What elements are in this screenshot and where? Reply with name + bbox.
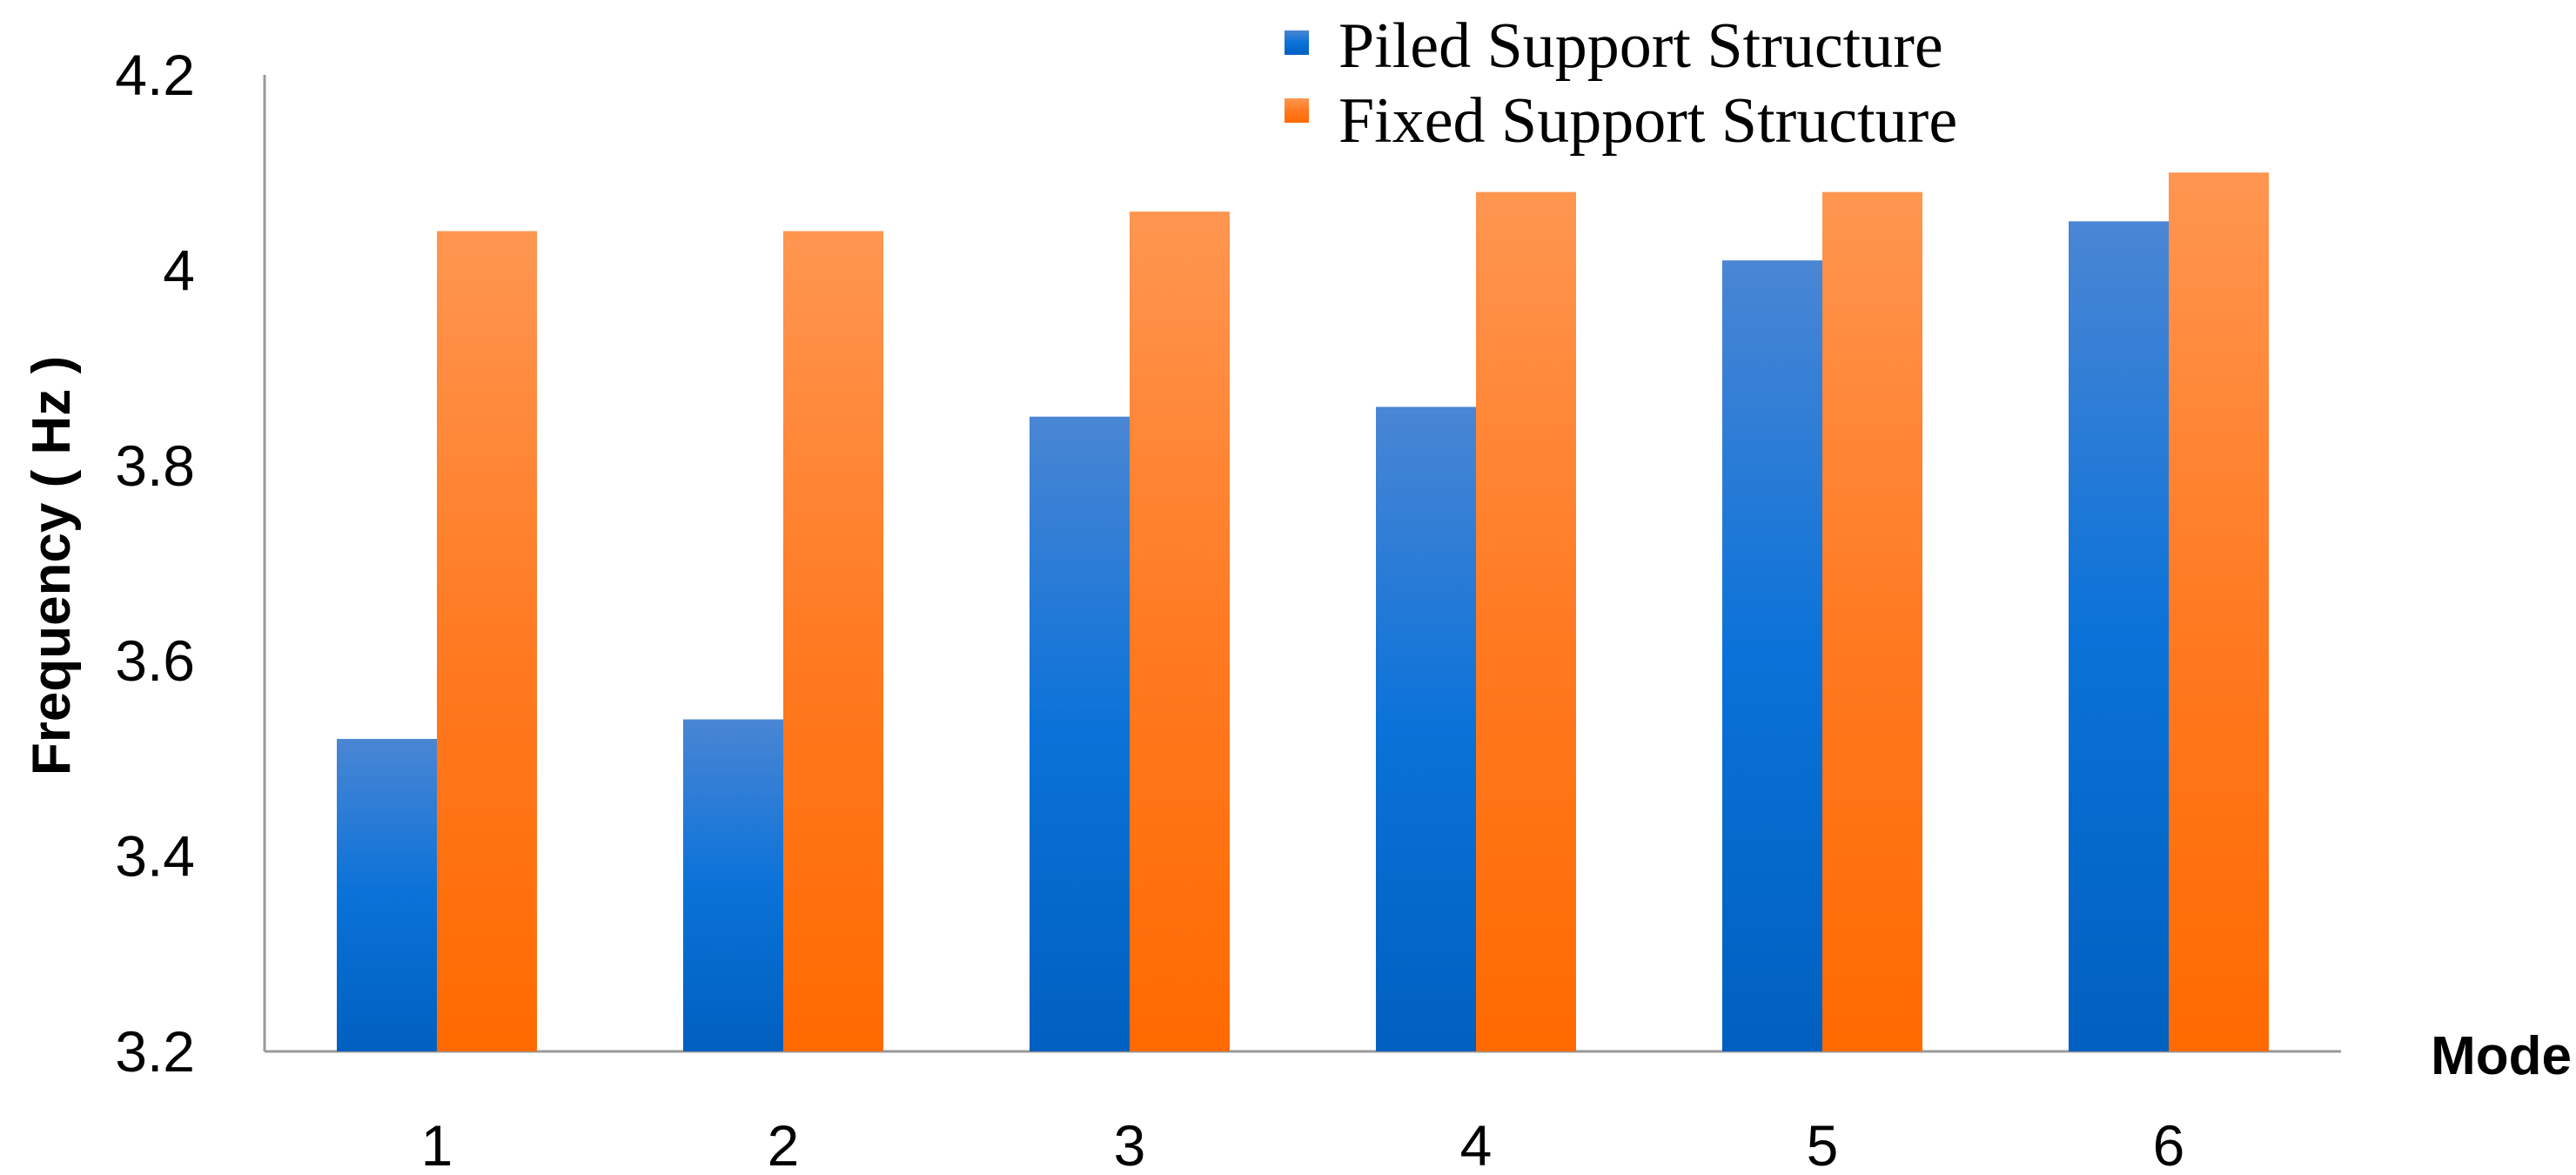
bar-piled-mode-3 <box>1030 416 1130 1051</box>
bar-piled-mode-2 <box>683 719 783 1051</box>
legend-swatch-fixed <box>1285 98 1309 123</box>
bar-fixed-mode-4 <box>1476 191 1576 1051</box>
x-tick-label: 1 <box>421 1113 453 1175</box>
bars <box>337 172 2269 1052</box>
bar-fixed-mode-2 <box>783 231 883 1051</box>
y-axis-title: Frequency ( Hz ) <box>22 356 82 776</box>
y-tick-label: 3.2 <box>115 1019 195 1084</box>
y-tick-label: 4.2 <box>115 43 195 107</box>
bar-fixed-mode-3 <box>1130 212 1230 1051</box>
x-tick-label: 6 <box>2153 1113 2185 1175</box>
bar-fixed-mode-1 <box>437 231 537 1051</box>
bar-fixed-mode-6 <box>2169 172 2269 1051</box>
legend-item-piled: Piled Support Structure <box>1285 10 1943 82</box>
y-tick-label: 3.8 <box>115 433 195 498</box>
y-tick-labels: 3.2 3.4 3.6 3.8 4 4.2 <box>115 43 195 1084</box>
bar-piled-mode-5 <box>1722 260 1822 1051</box>
bar-piled-mode-6 <box>2069 221 2169 1052</box>
x-tick-label: 5 <box>1807 1113 1839 1175</box>
bar-fixed-mode-5 <box>1822 191 1922 1051</box>
bar-piled-mode-1 <box>337 738 437 1051</box>
x-tick-labels: 1 2 3 4 5 6 <box>421 1113 2185 1175</box>
x-tick-label: 3 <box>1114 1113 1146 1175</box>
x-axis-title: Mode <box>2431 1026 2572 1086</box>
bar-piled-mode-4 <box>1376 406 1476 1052</box>
legend-label-piled: Piled Support Structure <box>1338 10 1943 82</box>
y-tick-label: 3.6 <box>115 628 195 693</box>
x-tick-label: 4 <box>1460 1113 1493 1175</box>
legend-label-fixed: Fixed Support Structure <box>1338 85 1957 157</box>
legend-item-fixed: Fixed Support Structure <box>1285 85 1957 157</box>
y-tick-label: 4 <box>163 238 195 302</box>
y-tick-label: 3.4 <box>115 824 195 889</box>
legend-swatch-piled <box>1285 30 1309 55</box>
legend: Piled Support Structure Fixed Support St… <box>1285 10 1957 157</box>
x-tick-label: 2 <box>768 1113 800 1175</box>
